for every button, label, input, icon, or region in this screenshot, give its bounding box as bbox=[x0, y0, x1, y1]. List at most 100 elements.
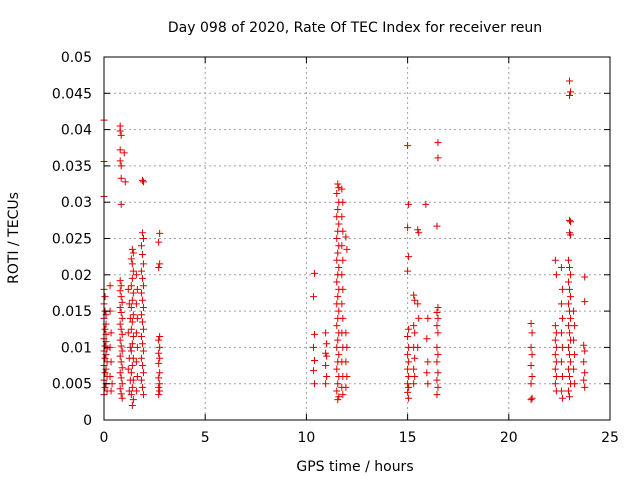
data-point bbox=[127, 255, 135, 263]
data-point bbox=[117, 174, 125, 182]
data-point bbox=[434, 139, 442, 147]
data-point bbox=[335, 264, 343, 272]
data-point bbox=[528, 372, 536, 380]
data-point bbox=[558, 394, 566, 402]
data-point bbox=[404, 388, 412, 396]
data-point bbox=[139, 303, 147, 311]
data-point bbox=[309, 293, 317, 301]
data-point bbox=[414, 343, 422, 351]
data-point bbox=[138, 229, 146, 237]
data-point bbox=[138, 340, 146, 348]
data-point bbox=[117, 162, 125, 170]
data-point bbox=[339, 227, 347, 235]
data-point bbox=[404, 380, 412, 388]
data-point bbox=[581, 298, 589, 306]
data-point bbox=[581, 347, 589, 355]
chart-title: Day 098 of 2020, Rate Of TEC Index for r… bbox=[168, 20, 542, 36]
data-point bbox=[132, 387, 140, 395]
data-point bbox=[156, 229, 164, 237]
data-point bbox=[155, 336, 163, 344]
data-point bbox=[129, 354, 137, 362]
data-point bbox=[116, 385, 124, 393]
data-point bbox=[410, 380, 418, 388]
data-point bbox=[434, 383, 442, 391]
data-points bbox=[100, 77, 589, 409]
data-point bbox=[333, 365, 341, 373]
data-point bbox=[124, 365, 132, 373]
data-point bbox=[310, 330, 318, 338]
data-point bbox=[117, 325, 125, 333]
y-tick-label: 0 bbox=[83, 413, 92, 429]
data-point bbox=[133, 314, 141, 322]
data-point bbox=[433, 322, 441, 330]
data-point bbox=[156, 343, 164, 351]
data-point bbox=[116, 336, 124, 344]
data-point bbox=[411, 372, 419, 380]
data-point bbox=[133, 372, 141, 380]
data-point bbox=[404, 142, 412, 150]
data-point bbox=[118, 330, 126, 338]
data-point bbox=[566, 285, 574, 293]
data-point bbox=[566, 329, 574, 337]
data-point bbox=[117, 282, 125, 290]
data-point bbox=[310, 380, 318, 388]
data-point bbox=[342, 329, 350, 337]
data-point bbox=[129, 333, 137, 341]
data-point bbox=[155, 383, 163, 391]
data-point bbox=[129, 249, 137, 257]
data-point bbox=[138, 176, 146, 184]
data-point bbox=[118, 380, 126, 388]
data-point bbox=[558, 314, 566, 322]
data-point bbox=[404, 224, 412, 232]
data-point bbox=[333, 278, 341, 286]
data-point bbox=[552, 271, 560, 279]
data-point bbox=[117, 293, 125, 301]
x-axis-label: GPS time / hours bbox=[296, 459, 413, 475]
data-point bbox=[433, 358, 441, 366]
data-point bbox=[334, 396, 342, 404]
data-point bbox=[132, 271, 140, 279]
data-point bbox=[411, 354, 419, 362]
data-point bbox=[137, 242, 145, 250]
y-tick-label: 0.04 bbox=[61, 123, 92, 139]
data-point bbox=[527, 396, 535, 404]
data-point bbox=[565, 300, 573, 308]
data-point bbox=[565, 322, 573, 330]
data-point bbox=[156, 354, 164, 362]
data-point bbox=[133, 285, 141, 293]
data-point bbox=[101, 383, 109, 391]
data-point bbox=[310, 269, 318, 277]
data-point bbox=[434, 154, 442, 162]
data-point bbox=[129, 289, 137, 297]
data-point bbox=[405, 325, 413, 333]
data-point bbox=[333, 322, 341, 330]
data-point bbox=[557, 300, 565, 308]
data-point bbox=[322, 362, 330, 370]
data-point bbox=[117, 200, 125, 208]
data-point bbox=[125, 387, 133, 395]
data-point bbox=[434, 351, 442, 359]
data-point bbox=[342, 383, 350, 391]
data-point bbox=[117, 390, 125, 398]
data-point bbox=[107, 329, 115, 337]
data-point bbox=[528, 351, 536, 359]
data-point bbox=[338, 242, 346, 250]
data-point bbox=[557, 387, 565, 395]
data-point bbox=[139, 369, 147, 377]
data-point bbox=[323, 372, 331, 380]
data-point bbox=[424, 314, 432, 322]
data-point bbox=[101, 325, 109, 333]
data-point bbox=[581, 273, 589, 281]
data-point bbox=[335, 184, 343, 192]
data-point bbox=[156, 369, 164, 377]
x-tick-label: 15 bbox=[399, 430, 417, 446]
data-point bbox=[137, 267, 145, 275]
data-point bbox=[106, 372, 114, 380]
y-tick-label: 0.005 bbox=[52, 377, 92, 393]
data-point bbox=[339, 314, 347, 322]
data-point bbox=[137, 289, 145, 297]
data-point bbox=[566, 372, 574, 380]
data-point bbox=[567, 271, 575, 279]
data-point bbox=[139, 282, 147, 290]
data-point bbox=[581, 383, 589, 391]
